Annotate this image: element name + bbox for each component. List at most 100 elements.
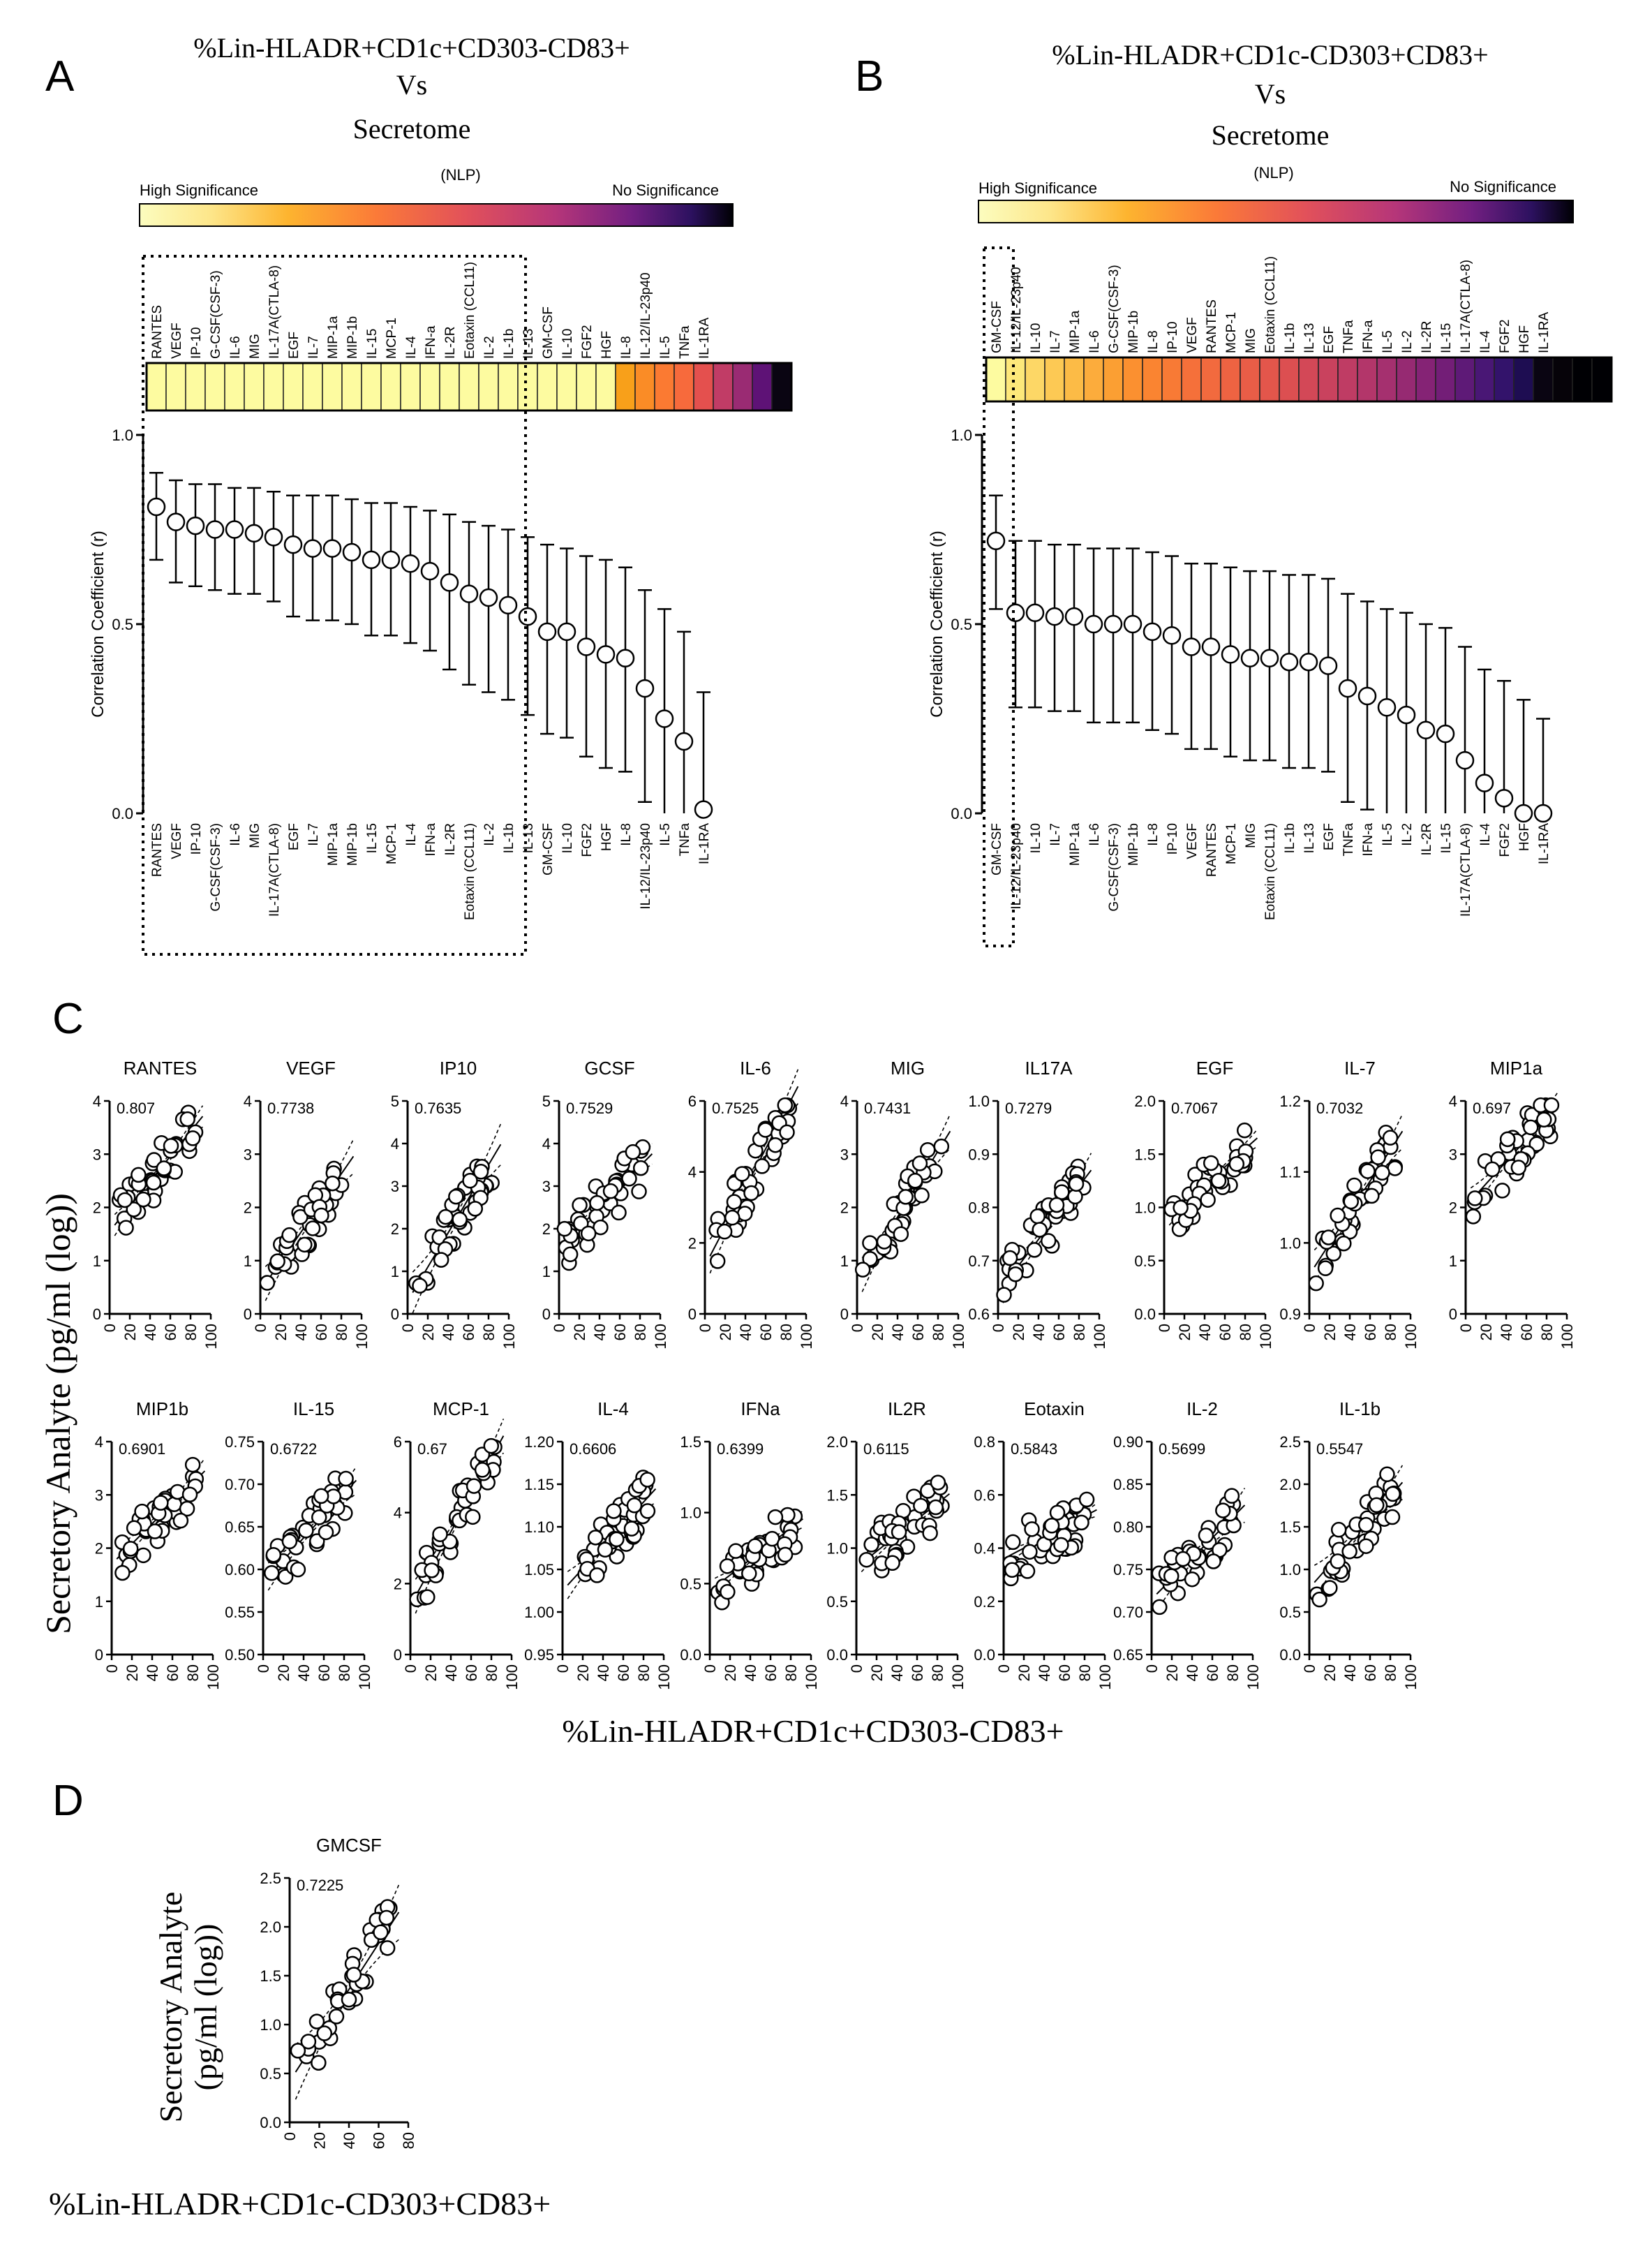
y-tick-label: 1.00 [524, 1604, 554, 1621]
panel-b-title-line-1: %Lin-HLADR+CD1c-CD303+CD83+ [1052, 39, 1488, 71]
colorbar-a-high-label: High Significance [140, 182, 258, 199]
data-point [1221, 645, 1240, 664]
scatter-point [589, 1195, 605, 1211]
scatter-point [1379, 1466, 1395, 1483]
subplot-title: IFNa [741, 1398, 780, 1419]
x-tick-label: 80 [480, 1324, 498, 1340]
category-label-bottom: IL-15 [1439, 823, 1454, 853]
category-label-top: IL-7 [1048, 330, 1063, 353]
scatter-point [876, 1234, 893, 1250]
x-tick-label: 0 [849, 1324, 866, 1332]
y-tick-label: 1.5 [260, 1967, 281, 1985]
y-tick-label: 0.0 [951, 805, 972, 822]
x-tick-label: 20 [869, 1324, 886, 1340]
heat-cell [322, 362, 343, 411]
scatter-point [1002, 1250, 1018, 1266]
category-label-bottom: MIP-1b [345, 823, 360, 866]
category-label-bottom: IL-6 [1087, 823, 1102, 846]
scatter-point [419, 1589, 436, 1605]
scatter-point [1343, 1193, 1360, 1210]
scatter-point [1494, 1183, 1510, 1199]
scatter-point [1330, 1207, 1346, 1224]
x-tick-label: 100 [204, 1664, 222, 1690]
axis-b-category-labels: GM-CSF IL-12/IL-23p40 IL-10 IL-7 MIP-1a IL-6 G… [990, 823, 1551, 920]
subplot-r-value: 0.5699 [1159, 1440, 1205, 1458]
scatter-point [290, 2043, 306, 2059]
y-tick-label: 1.1 [1279, 1164, 1301, 1181]
category-label-top: IL-15 [365, 329, 380, 359]
scatter-point [341, 1991, 357, 2008]
category-label-bottom: IL-12/IL-23p40 [1009, 823, 1024, 910]
scatter-point [1043, 1518, 1060, 1534]
scatter-point [1205, 1553, 1221, 1569]
data-point [1416, 720, 1436, 740]
scatter-point [483, 1437, 500, 1454]
data-point [283, 535, 303, 554]
heatmap-a [145, 362, 793, 412]
heat-cell [1533, 357, 1554, 402]
subplot-r-value: 0.7529 [566, 1100, 613, 1117]
scatter-point [572, 1197, 588, 1213]
panel-a-title-line-2: Vs [396, 69, 427, 101]
scatter-point [631, 1183, 647, 1199]
category-label-top: MIG [248, 334, 262, 359]
category-label-bottom: IL-2R [443, 823, 458, 855]
scatter-point [265, 1546, 282, 1563]
category-label-bottom: IL-1b [1283, 823, 1297, 853]
x-tick-label: 100 [1402, 1324, 1420, 1349]
scatter-point [1360, 1163, 1376, 1179]
y-tick-label: 6 [394, 1433, 402, 1451]
scatter-point [606, 1503, 622, 1519]
subplot-r-value: 0.7738 [267, 1100, 314, 1117]
scatter-point [259, 1275, 276, 1291]
scatter-point [126, 1520, 142, 1537]
data-point [635, 679, 655, 698]
category-label-top: IL-2R [443, 327, 458, 359]
x-tick-label: 40 [737, 1324, 754, 1340]
scatter-point [1499, 1131, 1516, 1148]
y-tick-label: 1 [244, 1252, 252, 1270]
scatter-subplot-gmcsf: GMCSF 0.7225 0.0 0.5 1.0 1.5 2.0 2.5 0 20 40 60 80 [260, 1835, 417, 2149]
scatter-point [907, 1173, 923, 1189]
y-tick-label: 0.0 [260, 2114, 281, 2131]
category-label-bottom: EGF [1322, 823, 1337, 850]
y-tick-label: 2.5 [1279, 1433, 1301, 1451]
data-point [1260, 649, 1279, 668]
category-label-bottom: EGF [287, 823, 302, 850]
heat-cell [1161, 357, 1182, 402]
x-tick-label: 0 [101, 1324, 119, 1332]
x-tick-label: 20 [574, 1664, 592, 1681]
x-tick-label: 60 [909, 1324, 927, 1340]
category-label-bottom: IL-1RA [1537, 823, 1551, 864]
x-tick-label: 100 [655, 1664, 673, 1690]
category-label-bottom: Eotaxin (CCL11) [1263, 823, 1278, 920]
heat-cell [1318, 357, 1339, 402]
scatter-point [126, 1201, 142, 1218]
x-tick-label: 0 [1156, 1324, 1173, 1332]
category-label-bottom: IL-5 [658, 823, 673, 846]
scatter-point [172, 1512, 189, 1529]
scatter-point [1341, 1544, 1357, 1560]
heat-cell [341, 362, 362, 411]
scatter-point [1073, 1514, 1089, 1531]
data-point [1533, 804, 1553, 823]
panel-letter-d: D [52, 1777, 84, 1825]
scatter-point [290, 1561, 306, 1578]
subplot-title: IL17A [1025, 1058, 1073, 1079]
scatter-point [1032, 1222, 1048, 1238]
scatter-point [145, 1174, 162, 1191]
heat-cell [713, 362, 734, 411]
y-tick-label: 3 [542, 1178, 551, 1195]
heat-cell [985, 357, 1006, 402]
data-point [362, 550, 381, 570]
x-tick-label: 100 [500, 1324, 518, 1349]
x-tick-label: 40 [888, 1664, 906, 1681]
heat-cell [419, 362, 440, 411]
category-label-bottom: IL-15 [365, 823, 380, 853]
axis-a-ylabel: Correlation Coefficient (r) [89, 531, 107, 718]
panel-d-ylabel-line-1: Secretory Analyte [153, 1892, 188, 2123]
subplot-r-value: 0.7032 [1316, 1100, 1363, 1117]
scatter-point [720, 1583, 736, 1600]
